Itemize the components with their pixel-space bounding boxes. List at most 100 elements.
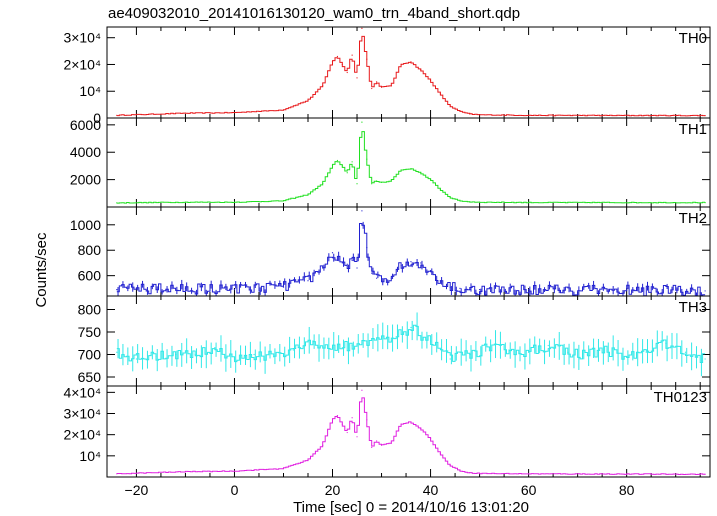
data-point xyxy=(356,77,358,79)
data-point xyxy=(356,436,358,438)
data-point xyxy=(346,263,348,265)
y-tick-label: 4×10⁴ xyxy=(63,384,101,400)
data-point xyxy=(371,446,373,448)
y-tick-label: 3×10⁴ xyxy=(63,406,101,422)
x-axis-label: Time [sec] 0 = 2014/10/16 13:01:20 xyxy=(293,499,529,516)
data-point xyxy=(331,252,334,254)
y-tick-label: 800 xyxy=(78,242,102,258)
series-th2-error-bars xyxy=(117,221,702,296)
data-point xyxy=(684,351,687,353)
y-tick-label: 10⁴ xyxy=(79,448,101,464)
data-point xyxy=(547,344,549,347)
data-point xyxy=(116,351,118,353)
series-th0-line xyxy=(116,35,706,117)
data-point xyxy=(449,358,451,360)
x-tick-label: 20 xyxy=(325,482,341,498)
panel-th0123: 10⁴ 2×10⁴ 3×10⁴ 4×10⁴ TH0123 xyxy=(63,384,711,478)
data-point xyxy=(361,210,363,212)
data-point xyxy=(410,326,412,329)
data-point xyxy=(361,389,363,391)
data-point xyxy=(336,55,339,58)
y-tick-label: 6000 xyxy=(70,117,101,133)
data-point xyxy=(459,287,461,289)
data-point xyxy=(341,262,343,264)
data-point xyxy=(704,290,706,292)
panel-label: TH2 xyxy=(679,210,707,227)
data-point xyxy=(356,267,358,269)
data-point xyxy=(351,54,353,56)
data-point xyxy=(346,71,348,74)
y-tick-label: 10⁴ xyxy=(79,83,101,99)
panel-th3: 650 700 750 800 TH3 xyxy=(78,295,711,387)
panel-frame xyxy=(106,206,711,297)
data-point xyxy=(420,262,422,264)
x-tick-labels: −20 0 20 40 60 80 xyxy=(125,482,635,498)
series-th3-line xyxy=(116,324,706,363)
panel-label: TH3 xyxy=(679,299,707,316)
data-point xyxy=(351,259,353,261)
data-point xyxy=(478,289,481,291)
data-point xyxy=(528,351,530,353)
data-point xyxy=(376,440,378,442)
data-point xyxy=(307,280,309,282)
data-point xyxy=(233,289,236,291)
data-point xyxy=(410,261,412,263)
series-th1-line xyxy=(116,131,706,204)
panel-frame xyxy=(106,117,711,208)
panels: 0 10⁴ 2×10⁴ 3×10⁴ TH0 2000 4000 6000 TH1 600 800 10… xyxy=(63,26,711,478)
data-point xyxy=(214,347,216,349)
data-point xyxy=(371,183,373,185)
panel-frame xyxy=(106,385,711,478)
data-point xyxy=(361,121,363,123)
x-tick-label: 40 xyxy=(423,482,439,498)
data-point xyxy=(253,353,255,356)
panel-frame xyxy=(106,295,711,387)
data-point xyxy=(376,81,378,83)
y-axis-label: Counts/sec xyxy=(33,232,50,308)
data-point xyxy=(336,415,339,417)
data-point xyxy=(356,183,358,185)
data-point xyxy=(528,289,530,291)
panel-label: TH0 xyxy=(679,30,707,47)
data-point xyxy=(645,351,647,353)
x-tick-label: −20 xyxy=(125,482,149,498)
y-tick-label: 700 xyxy=(78,347,102,363)
panel-th2: 600 800 1000 TH2 xyxy=(70,206,711,297)
series-th3-error-bars xyxy=(117,312,702,377)
data-point xyxy=(292,349,294,351)
data-point xyxy=(376,277,378,279)
data-point xyxy=(371,272,373,274)
data-point xyxy=(346,431,348,434)
panel-th0: 0 10⁴ 2×10⁴ 3×10⁴ TH0 xyxy=(63,26,711,126)
data-point xyxy=(351,161,353,163)
panel-label: TH0123 xyxy=(654,389,707,406)
data-point xyxy=(361,27,363,29)
series-th0123-line xyxy=(116,397,706,475)
y-tick-label: 800 xyxy=(78,302,102,318)
data-point xyxy=(135,358,138,360)
panel-th1: 2000 4000 6000 TH1 xyxy=(70,117,711,208)
y-tick-label: 2000 xyxy=(70,172,101,188)
data-point xyxy=(346,172,348,174)
data-point xyxy=(336,159,339,162)
x-tick-label: 0 xyxy=(231,482,239,498)
x-tick-label: 80 xyxy=(619,482,635,498)
y-tick-label: 2×10⁴ xyxy=(63,56,101,72)
y-tick-label: 4000 xyxy=(70,144,101,160)
y-tick-label: 3×10⁴ xyxy=(63,30,101,46)
data-point xyxy=(704,358,706,360)
y-tick-label: 0 xyxy=(93,110,101,126)
y-tick-label: 1000 xyxy=(70,217,101,233)
y-tick-label: 650 xyxy=(78,369,102,385)
data-point xyxy=(371,87,373,90)
panel-frame xyxy=(106,26,711,119)
y-tick-label: 600 xyxy=(78,268,102,284)
x-tick-label: 60 xyxy=(521,482,537,498)
y-tick-label: 2×10⁴ xyxy=(63,427,101,443)
data-point xyxy=(351,417,353,419)
chart-title: ae409032010_20141016130120_wam0_trn_4ban… xyxy=(108,5,520,22)
series-th2-line xyxy=(116,223,706,297)
panel-label: TH1 xyxy=(679,121,707,138)
data-point xyxy=(116,289,118,291)
